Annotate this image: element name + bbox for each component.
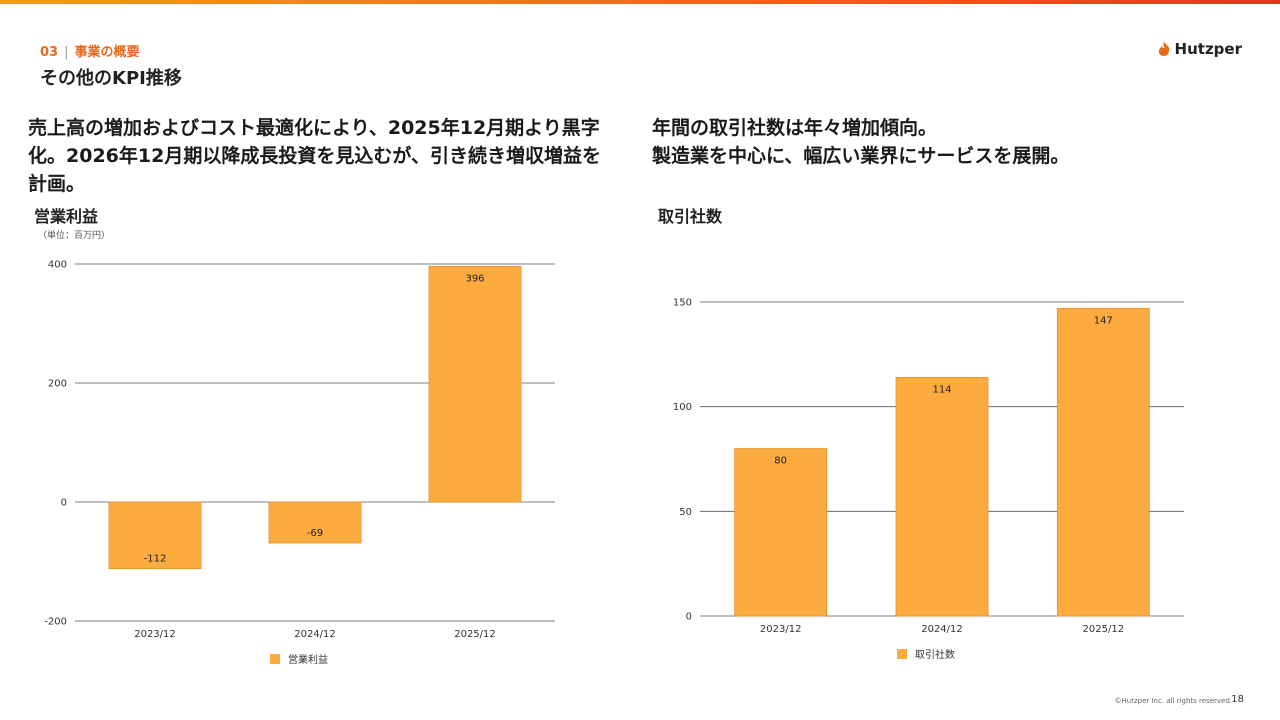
clients-chart-title: 取引社数	[658, 207, 723, 226]
operating-profit-chart-title: 営業利益	[34, 207, 99, 226]
x-tick-label: 2024/12	[921, 624, 963, 635]
data-label: 396	[465, 273, 484, 284]
hutzper-logo-icon	[1158, 42, 1169, 56]
section-title: 事業の概要	[74, 45, 140, 60]
data-label: 114	[932, 384, 951, 395]
legend-swatch	[897, 649, 907, 659]
y-tick-label: 200	[48, 379, 67, 390]
y-tick-label: 0	[686, 612, 692, 623]
section-label: 03 | 事業の概要	[40, 41, 140, 60]
bar	[895, 376, 989, 617]
y-tick-label: 400	[48, 260, 67, 271]
page-title: その他のKPI推移	[40, 68, 182, 89]
y-tick-label: 50	[679, 507, 692, 518]
section-separator: |	[64, 45, 69, 60]
legend-label: 取引社数	[915, 648, 955, 661]
data-label: -69	[307, 528, 323, 539]
x-tick-label: 2024/12	[294, 629, 336, 640]
y-tick-label: 150	[673, 298, 692, 309]
logo-text: Hutzper	[1174, 40, 1242, 58]
logo: Hutzper	[1157, 40, 1242, 58]
bar	[108, 501, 202, 570]
data-label: -112	[144, 554, 167, 565]
section-number: 03	[40, 45, 59, 60]
top-accent-bar	[0, 0, 1280, 4]
page-number: 18	[1231, 694, 1244, 705]
copyright: ©Hutzper Inc. all rights reserved.	[1114, 697, 1232, 705]
left-headline: 売上高の増加およびコスト最適化により、2025年12月期より黒字化。2026年1…	[28, 117, 601, 195]
bar	[734, 448, 828, 617]
right-headline: 年間の取引社数は年々増加傾向。 製造業を中心に、幅広い業界にサービスを展開。	[652, 114, 1252, 170]
data-label: 147	[1094, 315, 1113, 326]
bar	[268, 501, 362, 544]
data-label: 80	[774, 456, 787, 467]
legend-label: 営業利益	[288, 653, 328, 666]
bar	[1056, 307, 1150, 617]
y-tick-label: 100	[673, 402, 692, 413]
x-tick-label: 2023/12	[760, 624, 802, 635]
right-headline-line2: 製造業を中心に、幅広い業界にサービスを展開。	[652, 145, 1070, 167]
y-tick-label: -200	[44, 617, 67, 628]
x-tick-label: 2025/12	[454, 629, 496, 640]
legend-swatch	[270, 654, 280, 664]
bar	[428, 265, 522, 503]
y-tick-label: 0	[61, 498, 67, 509]
right-headline-line1: 年間の取引社数は年々増加傾向。	[652, 117, 938, 139]
x-tick-label: 2023/12	[134, 629, 176, 640]
operating-profit-unit: （単位：百万円）	[38, 231, 111, 241]
x-tick-label: 2025/12	[1083, 624, 1125, 635]
